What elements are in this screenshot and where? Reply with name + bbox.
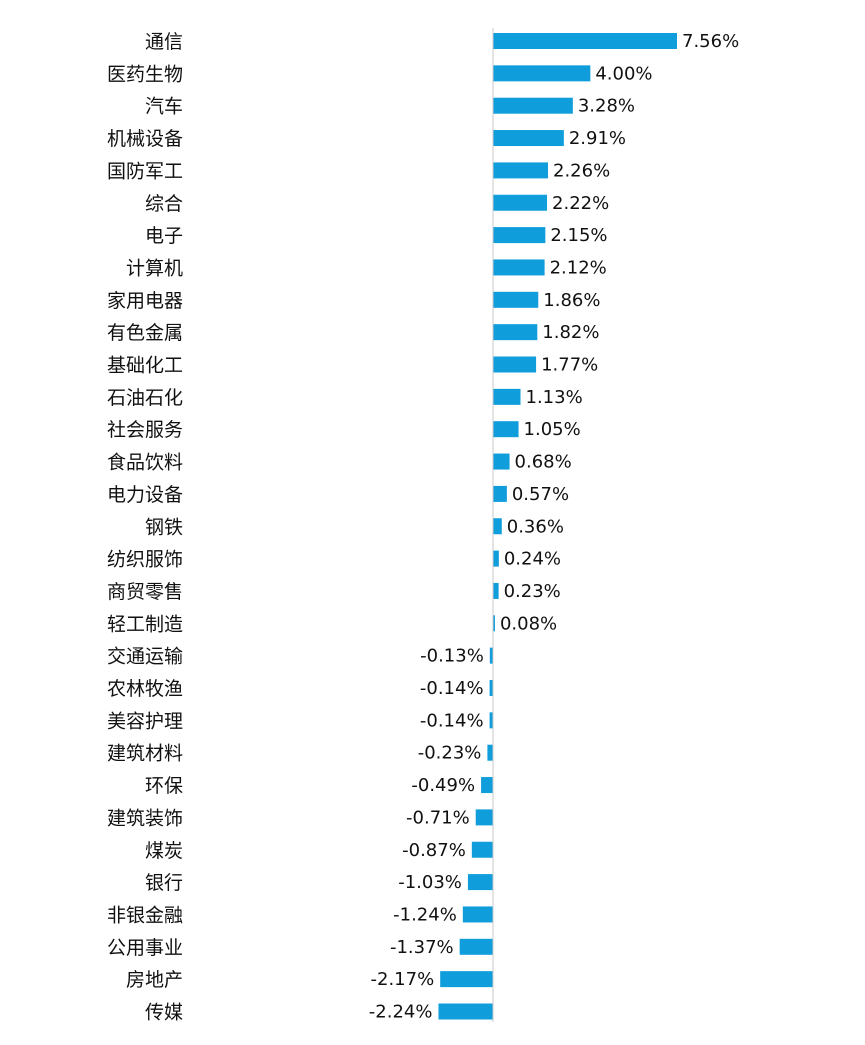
value-label: -2.17%: [371, 969, 435, 990]
category-label: 纺织服饰: [107, 549, 183, 571]
category-label: 机械设备: [107, 128, 183, 150]
bar: [493, 550, 499, 567]
bar: [489, 712, 493, 729]
value-label: 3.28%: [578, 96, 635, 117]
value-label: 0.24%: [504, 549, 561, 570]
value-label: 2.22%: [552, 193, 609, 214]
bar: [471, 841, 493, 858]
value-label: -0.14%: [420, 678, 484, 699]
category-label: 电力设备: [107, 484, 183, 506]
category-label: 汽车: [145, 96, 183, 118]
category-label: 家用电器: [107, 290, 183, 312]
value-label: -2.24%: [369, 1002, 433, 1023]
value-label: 0.57%: [512, 484, 569, 505]
category-label: 非银金融: [107, 904, 183, 926]
value-label: 7.56%: [682, 31, 739, 52]
value-label: 2.26%: [553, 160, 610, 181]
bar: [493, 162, 549, 179]
category-label: 食品饮料: [107, 452, 183, 474]
category-label: 农林牧渔: [107, 678, 183, 700]
category-label: 建筑材料: [107, 743, 183, 765]
value-label: 1.05%: [524, 419, 581, 440]
bar: [440, 971, 493, 988]
category-label: 商贸零售: [107, 581, 183, 603]
value-label: 0.23%: [504, 581, 561, 602]
value-label: 1.13%: [526, 387, 583, 408]
category-label: 房地产: [126, 969, 183, 991]
category-label: 银行: [145, 872, 183, 894]
value-labels: 7.56% 4.00% 3.28% 2.91% 2.26% 2.22% 2.15% 2.12%…: [369, 31, 739, 1023]
bar: [487, 744, 493, 761]
value-label: 0.36%: [507, 516, 564, 537]
bar: [493, 421, 519, 438]
bar: [493, 388, 521, 405]
category-label: 煤炭: [145, 840, 183, 862]
bar: [493, 356, 537, 373]
value-label: 2.15%: [550, 225, 607, 246]
category-labels: 通信医药生物汽车机械设备国防军工综合电子计算机家用电器有色金属基础化工石油石化社…: [107, 31, 183, 1024]
bar: [493, 291, 539, 308]
bar: [459, 938, 493, 955]
bar: [493, 194, 548, 211]
value-label: -0.23%: [418, 743, 482, 764]
value-label: 0.68%: [515, 452, 572, 473]
bar: [481, 777, 493, 794]
category-label: 医药生物: [107, 63, 183, 85]
bar: [493, 485, 507, 502]
category-label: 美容护理: [107, 710, 183, 732]
bar: [493, 615, 495, 632]
value-label: -1.37%: [390, 937, 454, 958]
value-label: 1.86%: [543, 290, 600, 311]
category-label: 综合: [145, 193, 183, 215]
category-label: 建筑装饰: [107, 807, 183, 829]
value-label: -0.71%: [406, 807, 470, 828]
bars-group: [438, 33, 677, 1020]
value-label: 1.77%: [541, 355, 598, 376]
category-label: 轻工制造: [107, 613, 183, 635]
bar: [493, 227, 546, 244]
bar: [493, 130, 564, 147]
category-label: 计算机: [126, 257, 183, 279]
category-label: 电子: [145, 225, 183, 247]
bar: [438, 1003, 493, 1020]
value-label: 2.91%: [569, 128, 626, 149]
value-label: -0.14%: [420, 710, 484, 731]
category-label: 通信: [145, 31, 183, 53]
bar: [475, 809, 493, 826]
bar: [467, 874, 493, 891]
value-label: -1.24%: [393, 904, 457, 925]
bar: [493, 33, 677, 49]
category-label: 环保: [145, 775, 183, 797]
value-label: -0.49%: [411, 775, 475, 796]
value-label: -0.87%: [402, 840, 466, 861]
category-label: 有色金属: [107, 322, 183, 344]
bar: [493, 324, 538, 341]
bar: [493, 97, 573, 114]
bar: [493, 259, 545, 276]
value-label: 2.12%: [550, 257, 607, 278]
category-label: 国防军工: [107, 160, 183, 182]
category-label: 传媒: [145, 1002, 183, 1024]
category-label: 石油石化: [107, 387, 183, 409]
value-label: 1.82%: [542, 322, 599, 343]
category-label: 基础化工: [107, 355, 183, 377]
bar: [489, 647, 493, 664]
category-label: 钢铁: [145, 516, 183, 538]
category-label: 公用事业: [107, 937, 183, 959]
value-label: -1.03%: [398, 872, 462, 893]
bar: [493, 518, 502, 535]
bar: [489, 680, 493, 696]
bar: [493, 453, 510, 470]
category-label: 社会服务: [107, 419, 183, 441]
value-label: -0.13%: [420, 646, 484, 667]
value-label: 4.00%: [595, 63, 652, 84]
value-label: 0.08%: [500, 613, 557, 634]
bar: [493, 65, 591, 82]
bar: [493, 582, 499, 599]
category-label: 交通运输: [107, 646, 183, 668]
bar: [462, 906, 493, 923]
